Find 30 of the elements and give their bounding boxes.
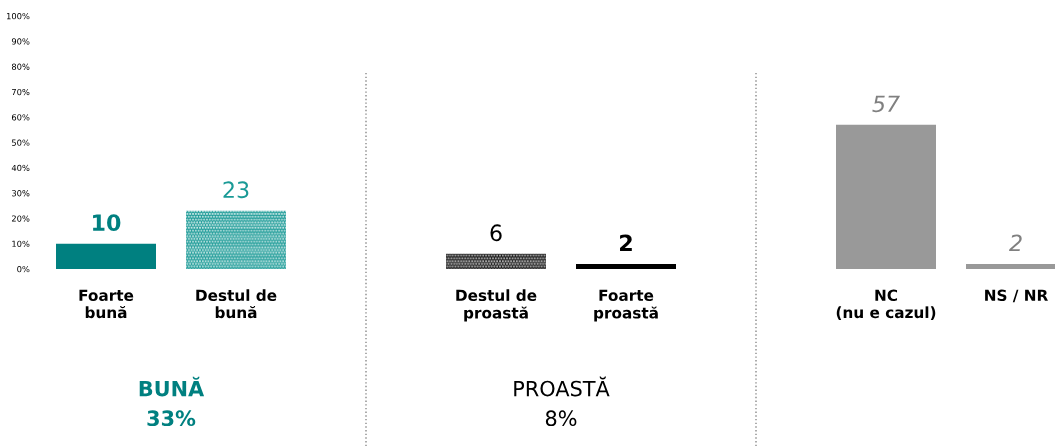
y-tick-label: 20% — [11, 215, 30, 222]
y-tick-label: 70% — [12, 88, 30, 96]
x-tick-label: NS / NR — [985, 289, 1048, 303]
data-label: 6 — [490, 224, 502, 242]
y-tick-label: 30% — [12, 190, 30, 197]
y-tick-label: 60% — [11, 114, 30, 121]
bar — [576, 263, 676, 269]
data-label: 2 — [620, 234, 632, 251]
data-label: 10 — [93, 214, 121, 232]
bar — [186, 210, 286, 269]
y-tick-label: 40% — [11, 164, 30, 172]
bar — [446, 253, 546, 269]
x-tick-label: Foarte bună — [79, 289, 134, 319]
y-tick-label: 0% — [17, 265, 30, 273]
data-label: 2 — [1009, 234, 1022, 251]
text: PROASTĂ 8% — [514, 376, 610, 427]
y-tick-label: 80% — [11, 63, 30, 70]
y-tick-label: 90% — [11, 38, 30, 45]
x-tick-label: Destul de bună — [196, 289, 277, 319]
data-label: 57 — [872, 95, 900, 113]
bar — [836, 124, 936, 269]
data-label: 23 — [223, 181, 249, 199]
x-tick-label: NC (nu e cazul) — [836, 289, 936, 320]
y-tick-label: 100% — [6, 12, 30, 20]
x-tick-label: Foarte proastă — [594, 289, 658, 322]
text: BUNĂ 33% — [139, 376, 205, 427]
y-tick-label: 50% — [12, 139, 30, 146]
bar — [56, 243, 156, 269]
x-tick-label: Destul de proastă — [456, 289, 537, 322]
y-tick-label: 10% — [12, 240, 30, 247]
